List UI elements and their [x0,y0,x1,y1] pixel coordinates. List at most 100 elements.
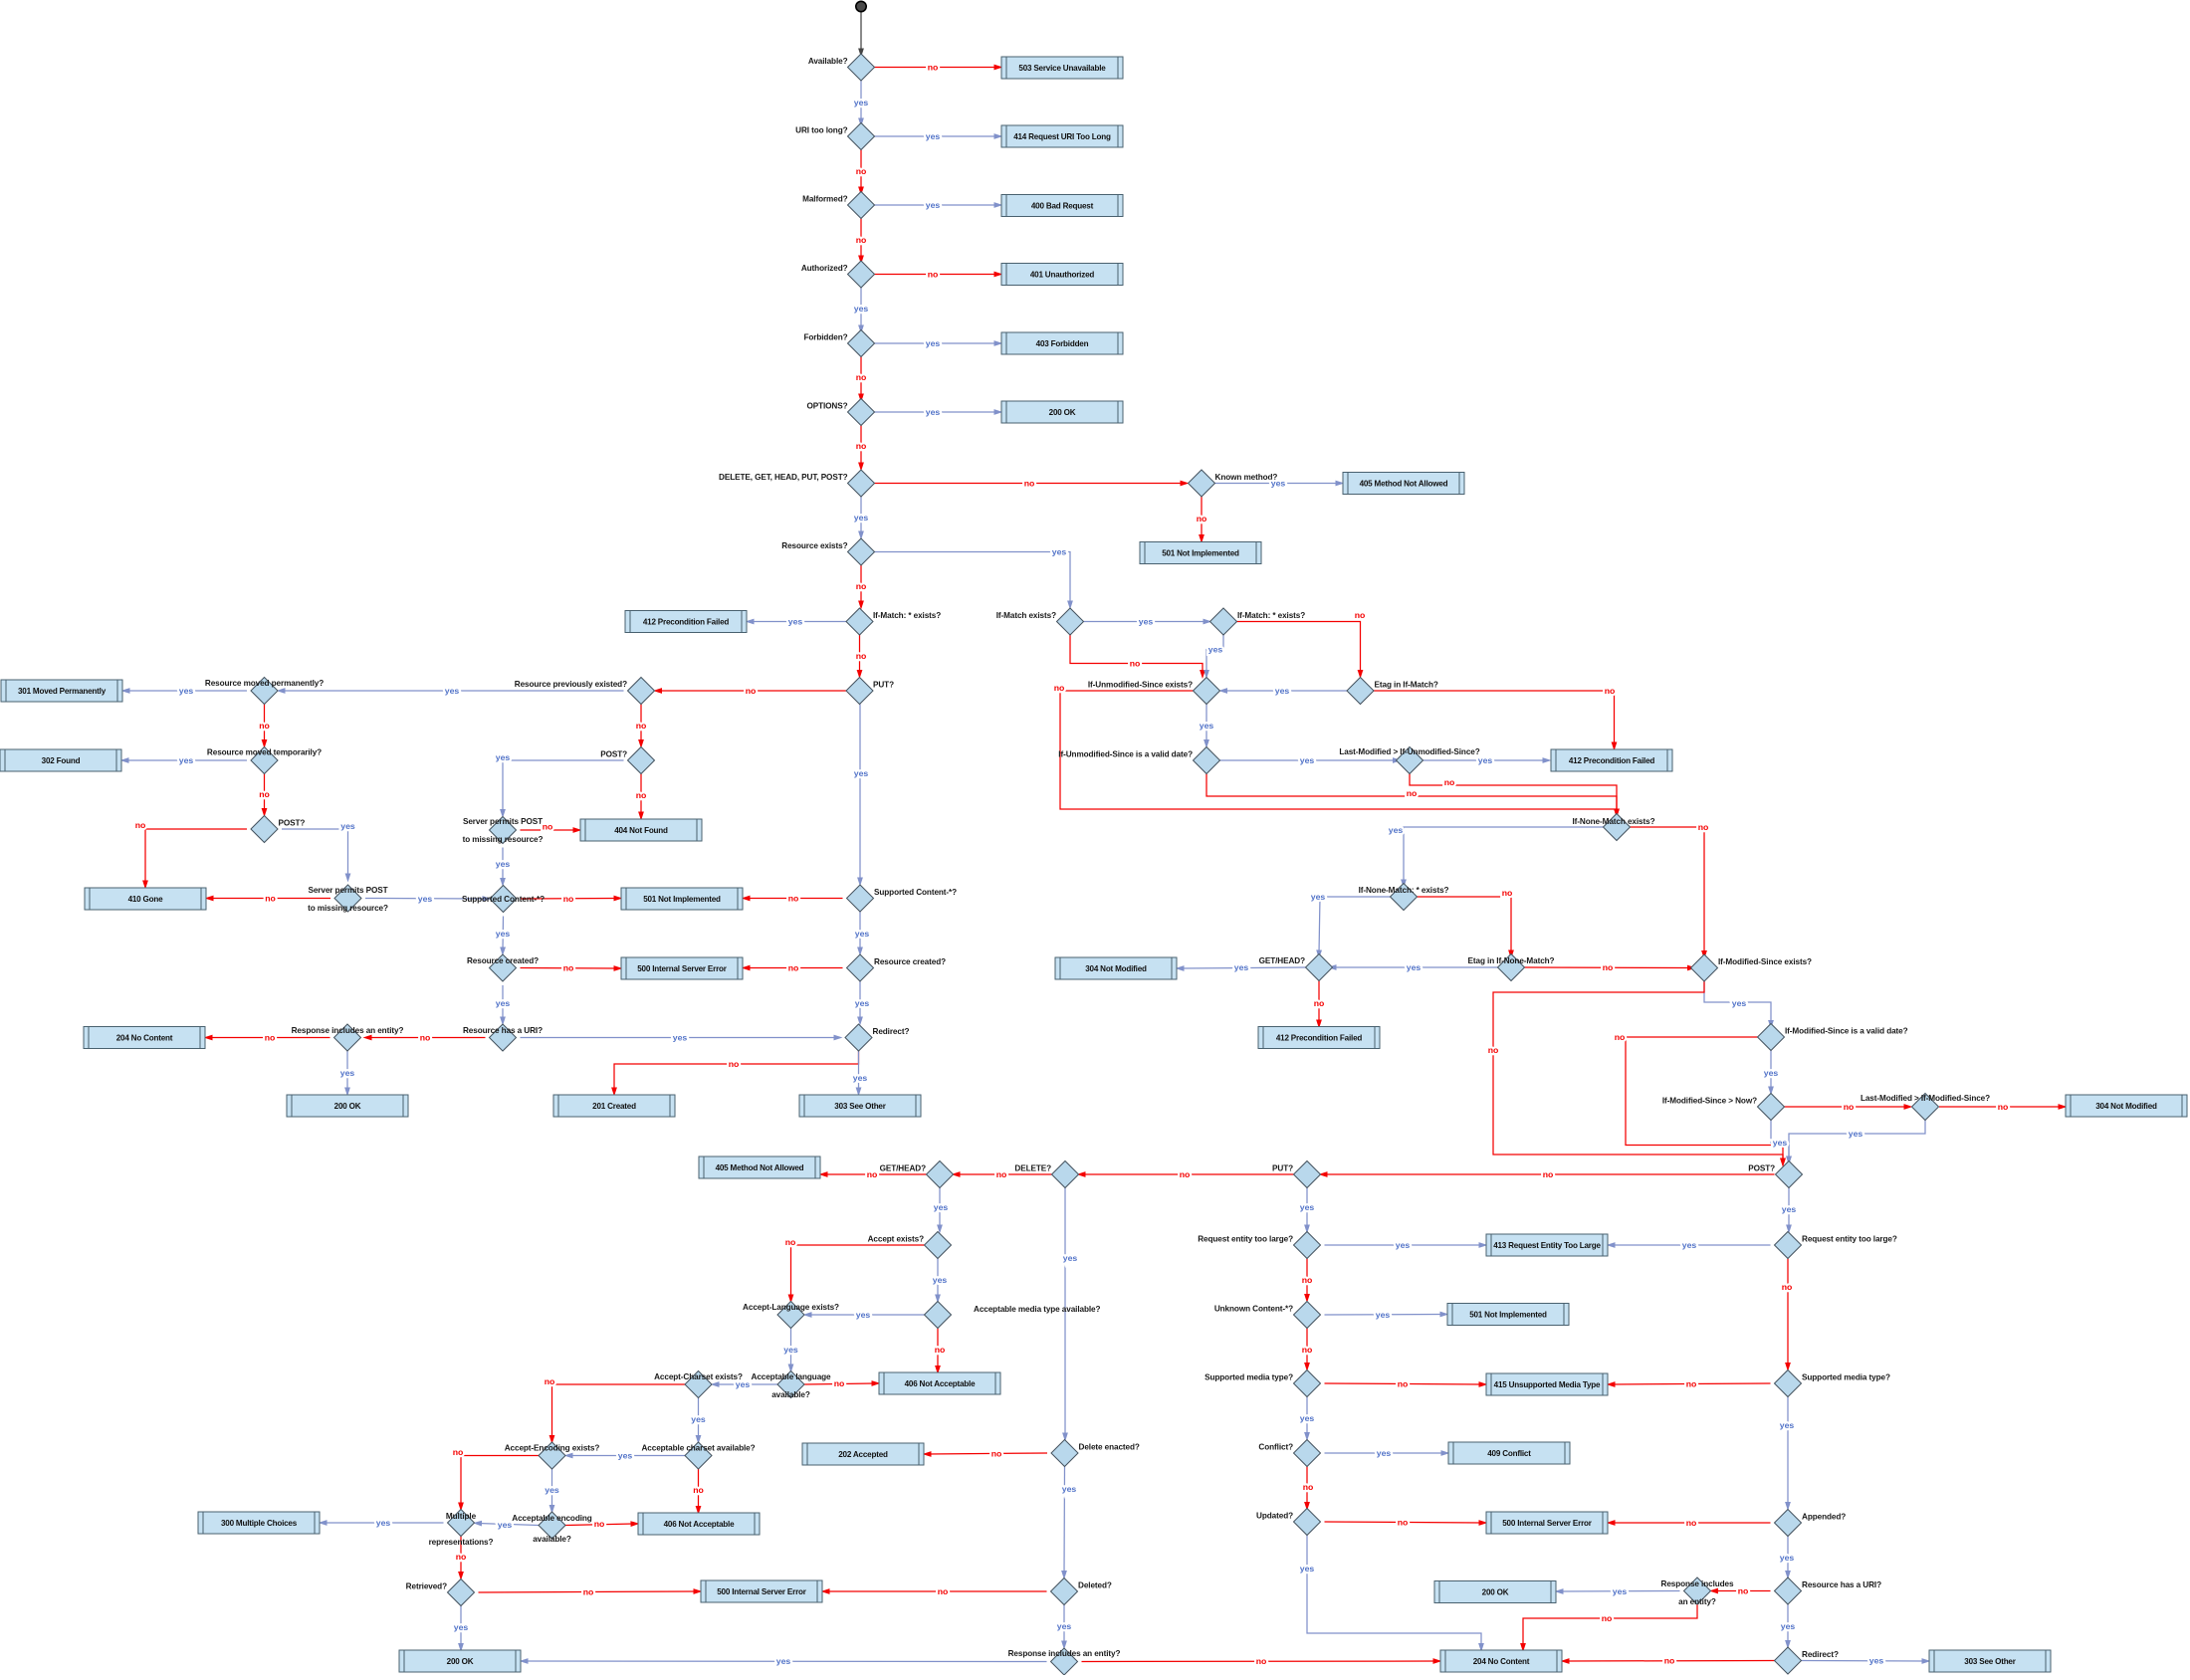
svg-text:no: no [563,894,574,904]
svg-text:Accept-Language exists?: Accept-Language exists? [743,1303,839,1312]
svg-text:403 Forbidden: 403 Forbidden [1036,339,1089,348]
svg-text:yes: yes [445,686,460,696]
svg-text:Acceptable media type availabl: Acceptable media type available? [974,1305,1100,1314]
svg-text:yes: yes [788,617,803,627]
svg-text:406 Not Acceptable: 406 Not Acceptable [905,1379,976,1388]
svg-text:yes: yes [1782,1204,1797,1214]
svg-text:no: no [788,963,799,973]
svg-text:DELETE?: DELETE? [1014,1164,1051,1173]
svg-text:Request entity too large?: Request entity too large? [1802,1235,1897,1244]
svg-text:an entity?: an entity? [1678,1597,1716,1606]
svg-text:Authorized?: Authorized? [801,264,848,273]
svg-text:Resource moved permanently?: Resource moved permanently? [205,679,324,688]
svg-text:Response includes an entity?: Response includes an entity? [1008,1649,1121,1658]
svg-text:503 Service Unavailable: 503 Service Unavailable [1018,64,1106,73]
svg-text:yes: yes [933,1275,948,1285]
svg-text:yes: yes [691,1414,706,1424]
svg-text:500 Internal Server Error: 500 Internal Server Error [717,1587,807,1596]
svg-text:Server permits POST: Server permits POST [308,886,387,895]
svg-text:no: no [991,1449,1002,1459]
svg-text:If-Match exists?: If-Match exists? [996,611,1056,620]
svg-text:Resource has a URI?: Resource has a URI? [1802,1580,1881,1589]
svg-text:no: no [1355,610,1366,620]
svg-text:412 Precondition Failed: 412 Precondition Failed [643,618,730,627]
svg-text:yes: yes [1208,645,1223,655]
svg-text:412 Precondition Failed: 412 Precondition Failed [1569,756,1655,765]
svg-text:no: no [867,1169,878,1179]
svg-text:Supported Content-*?: Supported Content-*? [874,888,957,897]
svg-text:Acceptable encoding: Acceptable encoding [512,1514,592,1523]
svg-text:yes: yes [1300,1413,1315,1423]
svg-text:200 OK: 200 OK [1482,1588,1509,1597]
svg-text:Multiple: Multiple [446,1512,477,1521]
svg-text:no: no [1054,683,1065,693]
svg-text:Forbidden?: Forbidden? [803,333,847,342]
svg-text:no: no [1738,1586,1749,1596]
svg-text:204 No Content: 204 No Content [1473,1657,1530,1666]
svg-text:PUT?: PUT? [873,681,894,690]
svg-text:yes: yes [179,755,194,765]
svg-text:no: no [856,651,867,661]
svg-text:no: no [563,963,574,973]
svg-text:Deleted?: Deleted? [1078,1581,1112,1590]
svg-text:yes: yes [496,859,511,869]
svg-text:no: no [1302,1345,1313,1355]
svg-text:no: no [456,1552,467,1562]
svg-text:no: no [1615,1032,1626,1042]
svg-text:no: no [636,790,647,800]
svg-text:yes: yes [736,1379,751,1389]
svg-text:no: no [856,581,867,591]
svg-text:Accept-Encoding exists?: Accept-Encoding exists? [505,1444,600,1453]
svg-text:no: no [1180,1169,1191,1179]
svg-text:If-Modified-Since exists?: If-Modified-Since exists? [1718,957,1812,966]
svg-text:413 Request Entity Too Large: 413 Request Entity Too Large [1493,1241,1601,1250]
svg-text:no: no [1407,788,1418,798]
svg-text:no: no [1686,1518,1697,1528]
svg-text:no: no [746,686,757,696]
svg-text:200 OK: 200 OK [1049,408,1076,417]
svg-text:501 Not Implemented: 501 Not Implemented [1469,1311,1547,1320]
svg-text:412 Precondition Failed: 412 Precondition Failed [1276,1034,1363,1043]
svg-text:Resource created?: Resource created? [467,956,539,965]
svg-text:no: no [788,894,799,904]
svg-text:yes: yes [1057,1621,1072,1631]
svg-text:yes: yes [854,768,869,778]
svg-text:no: no [834,1378,845,1388]
svg-text:yes: yes [1300,755,1315,765]
svg-text:yes: yes [1063,1253,1078,1263]
svg-text:Accept exists?: Accept exists? [868,1235,924,1244]
svg-text:yes: yes [1682,1240,1697,1250]
svg-text:Last-Modified > If-Modified-Si: Last-Modified > If-Modified-Since? [1861,1094,1990,1103]
svg-text:yes: yes [1389,825,1404,835]
svg-text:URI too long?: URI too long? [795,126,847,135]
svg-text:yes: yes [673,1033,688,1043]
svg-text:no: no [928,63,939,73]
svg-text:yes: yes [926,131,941,141]
svg-text:300 Multiple Choices: 300 Multiple Choices [221,1519,298,1528]
svg-text:no: no [1302,1275,1313,1285]
svg-text:no: no [265,894,276,904]
svg-text:yes: yes [783,1345,798,1355]
svg-text:DELETE, GET, HEAD, PUT, POST?: DELETE, GET, HEAD, PUT, POST? [719,473,848,482]
svg-text:yes: yes [1780,1420,1795,1430]
svg-text:yes: yes [1396,1240,1411,1250]
svg-text:yes: yes [1764,1068,1779,1078]
svg-text:yes: yes [454,1622,469,1632]
svg-text:yes: yes [498,1520,513,1530]
svg-text:yes: yes [1062,1484,1077,1494]
svg-text:If-Unmodified-Since is a valid: If-Unmodified-Since is a valid date? [1058,750,1193,759]
svg-text:201 Created: 201 Created [592,1102,636,1111]
svg-text:500 Internal Server Error: 500 Internal Server Error [1502,1519,1593,1528]
svg-text:yes: yes [1732,998,1747,1008]
svg-text:yes: yes [1139,617,1154,627]
svg-text:Conflict?: Conflict? [1258,1443,1293,1452]
svg-text:POST?: POST? [1748,1164,1775,1173]
svg-text:yes: yes [776,1656,791,1666]
svg-text:302 Found: 302 Found [42,756,81,765]
svg-text:yes: yes [496,998,511,1008]
svg-text:404 Not Found: 404 Not Found [614,826,668,835]
svg-text:Delete enacted?: Delete enacted? [1079,1443,1140,1452]
svg-text:If-None-Match exists?: If-None-Match exists? [1573,817,1655,826]
svg-text:410 Gone: 410 Gone [128,895,164,904]
svg-text:Accept-Charset exists?: Accept-Charset exists? [654,1372,743,1381]
